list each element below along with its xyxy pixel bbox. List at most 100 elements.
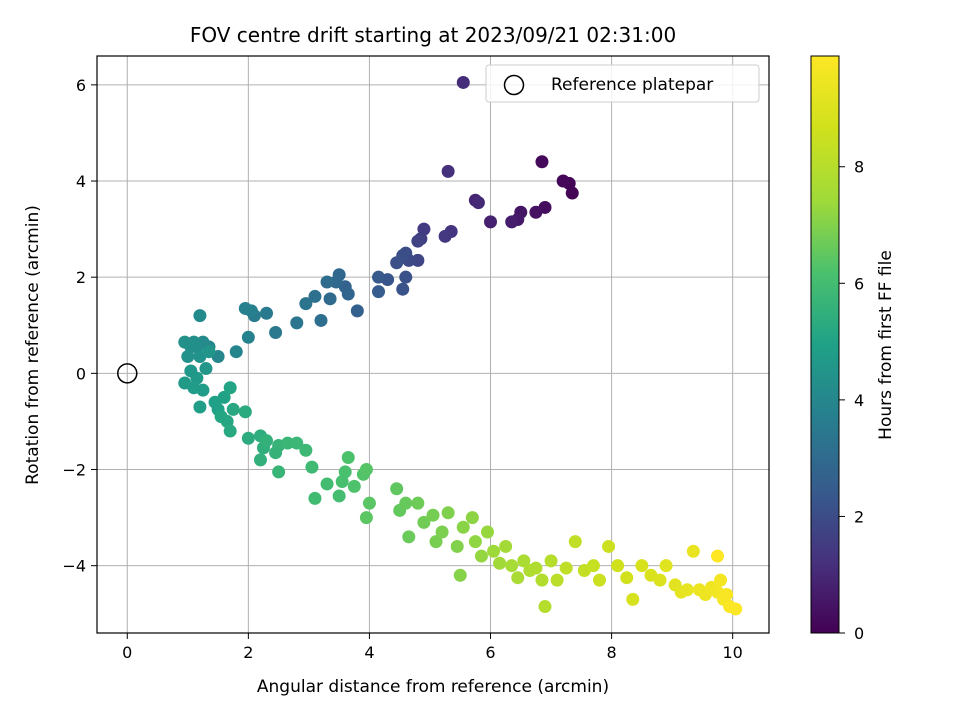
data-point	[568, 535, 582, 549]
colorbar-label: Hours from first FF file	[876, 250, 896, 440]
data-point	[550, 573, 564, 587]
data-point	[269, 325, 283, 339]
data-point	[260, 306, 274, 320]
data-point	[253, 453, 267, 467]
data-point	[680, 583, 694, 597]
data-point	[359, 463, 373, 477]
colorbar: 0 2 4 6 8 Hours from first FF file	[810, 55, 896, 643]
data-point	[372, 285, 386, 299]
data-point	[544, 554, 558, 568]
data-point	[299, 297, 313, 311]
data-point	[559, 561, 573, 575]
data-point	[535, 155, 549, 169]
data-point	[417, 515, 431, 529]
colorbar-tick-label: 6	[854, 274, 864, 293]
data-point	[438, 229, 452, 243]
data-point	[178, 335, 192, 349]
data-point	[202, 345, 216, 359]
data-point	[450, 539, 464, 553]
data-point	[511, 571, 525, 585]
data-point	[456, 520, 470, 534]
data-point	[441, 506, 455, 520]
data-point	[399, 270, 413, 284]
data-point	[426, 508, 440, 522]
colorbar-tick-label: 2	[854, 507, 864, 526]
data-point	[193, 309, 207, 323]
data-point	[620, 571, 634, 585]
data-point	[659, 559, 673, 573]
plot-frame	[96, 55, 770, 634]
y-tick-label: −4	[62, 557, 86, 576]
data-point	[196, 383, 210, 397]
data-point	[199, 362, 213, 376]
data-point	[635, 559, 649, 573]
data-point	[411, 234, 425, 248]
grid-lines	[97, 56, 769, 633]
data-point	[453, 568, 467, 582]
data-point	[429, 535, 443, 549]
y-axis-label: Rotation from reference (arcmin)	[23, 205, 43, 485]
data-point	[362, 496, 376, 510]
data-point	[465, 511, 479, 525]
data-point	[341, 287, 355, 301]
x-tick-label: 6	[485, 643, 495, 662]
data-point	[359, 511, 373, 525]
data-point	[308, 491, 322, 505]
x-tick-label: 8	[607, 643, 617, 662]
data-point	[556, 174, 570, 188]
data-point	[411, 496, 425, 510]
data-point	[484, 215, 498, 229]
data-point	[260, 434, 274, 448]
data-point	[565, 186, 579, 200]
colorbar-ticks: 0 2 4 6 8	[839, 158, 864, 643]
reference-marker	[117, 363, 138, 384]
data-point	[223, 381, 237, 395]
x-tick-label: 2	[243, 643, 253, 662]
data-point	[341, 450, 355, 464]
data-point	[474, 549, 488, 563]
data-point	[399, 496, 413, 510]
data-point	[471, 196, 485, 210]
data-point	[241, 330, 255, 344]
data-point	[686, 544, 700, 558]
data-point	[338, 465, 352, 479]
data-point	[372, 270, 386, 284]
colorbar-gradient	[810, 55, 840, 634]
data-point	[390, 256, 404, 270]
data-point	[602, 539, 616, 553]
y-axis-ticks: −4 −2 0 2 4 6	[62, 76, 97, 576]
data-point	[505, 215, 519, 229]
data-point	[193, 400, 207, 414]
x-tick-label: 10	[722, 643, 742, 662]
data-point	[493, 556, 507, 570]
data-point	[402, 530, 416, 544]
legend: Reference platepar	[485, 64, 760, 103]
y-tick-label: 2	[76, 268, 86, 287]
data-point	[435, 525, 449, 539]
data-point	[586, 559, 600, 573]
legend-box	[485, 64, 760, 103]
data-point	[323, 292, 337, 306]
data-point	[272, 465, 286, 479]
x-tick-label: 4	[364, 643, 374, 662]
y-tick-label: 6	[76, 76, 86, 95]
data-point	[626, 592, 640, 606]
data-point	[238, 405, 252, 419]
data-point	[320, 477, 334, 491]
data-point	[529, 561, 543, 575]
data-point	[487, 544, 501, 558]
data-point	[396, 282, 410, 296]
x-axis-ticks: 0 2 4 6 8 10	[122, 633, 743, 662]
data-point	[181, 350, 195, 364]
colorbar-tick-label: 0	[854, 624, 864, 643]
data-point	[653, 573, 667, 587]
data-point	[505, 559, 519, 573]
data-point	[729, 602, 743, 616]
data-point	[332, 489, 346, 503]
data-point	[517, 554, 531, 568]
colorbar-tick-label: 4	[854, 391, 864, 410]
data-point	[329, 275, 343, 289]
y-tick-label: 0	[76, 364, 86, 383]
data-point	[499, 539, 513, 553]
